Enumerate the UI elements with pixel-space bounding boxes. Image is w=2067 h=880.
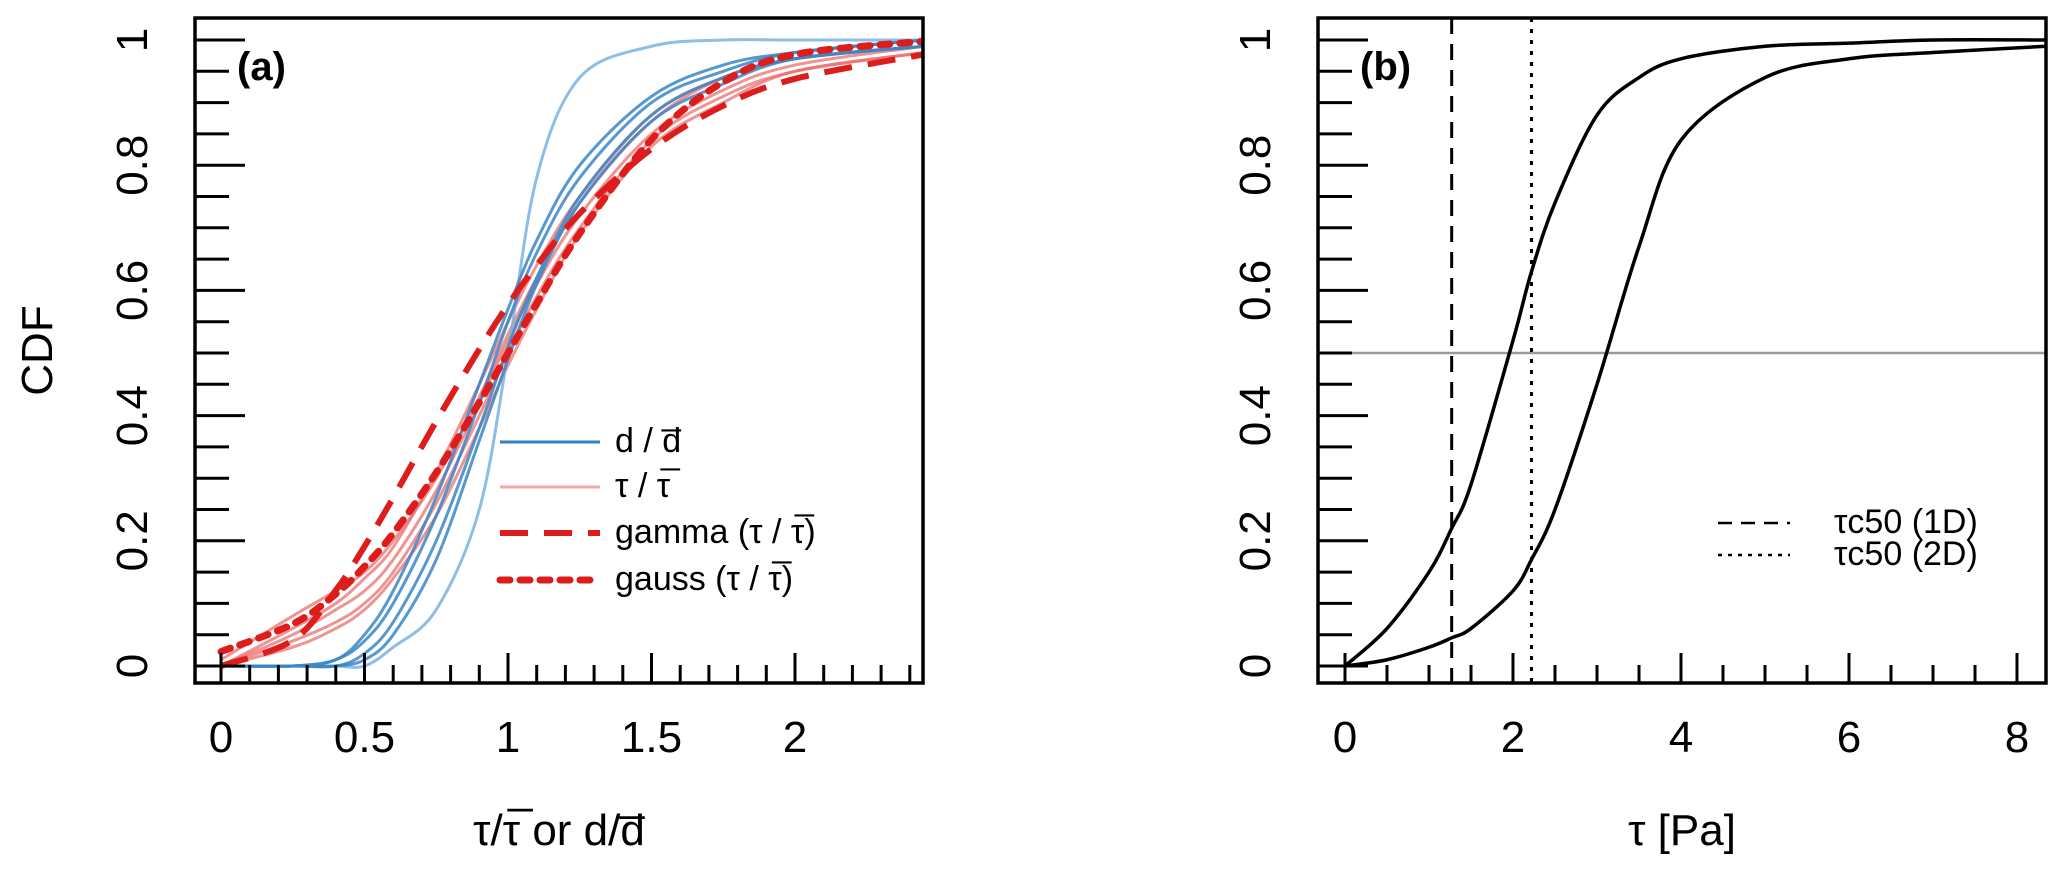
y-tick-label: 0.2 [1231,510,1280,571]
legend-item: τ / τ̅ [500,467,680,505]
series-d-3 [220,44,923,669]
x-tick-label: 4 [1669,713,1693,762]
plot-frame [1316,16,2048,685]
panel-label: (a) [237,45,286,89]
legend-label: d / d̅ [615,422,681,460]
legend-label: gauss (τ / τ̅) [615,560,793,598]
series-cdf-1 [1343,38,2046,668]
x-tick-label: 2 [1501,713,1525,762]
legend: d / d̅ τ / τ̅ gamma (τ / τ̅) gauss (τ / τ̅) [496,422,816,598]
y-axis-title: CDF [13,305,62,395]
y-tick-label: 1 [108,28,157,52]
legend-item: gauss (τ / τ̅) [496,560,793,598]
legend-item: τc50 (1D) [1718,503,1978,541]
panel-a: 0 0.5 1 1.5 2 0 0.2 0.4 0.6 0.8 1 (a) τ/τ̅ or d/d̅ CD… [13,16,925,855]
series-d-5 [220,44,923,668]
plot-area [217,37,923,669]
x-tick-label: 6 [1837,713,1861,762]
x-axis-title: τ [Pa] [1628,806,1736,855]
legend-label: τc50 (2D) [1834,535,1978,573]
plot-area [1318,18,2046,683]
series-gamma-11 [219,51,923,669]
y-tick-label: 0.8 [1231,135,1280,196]
legend-label: τc50 (1D) [1834,503,1978,541]
x-tick-label: 0 [1333,713,1357,762]
series-gauss-12 [217,37,923,656]
panel-b: 0 2 4 6 8 0 0.2 0.4 0.6 0.8 1 (b) τ [Pa] τc50 (1D)τc5… [1231,16,2048,855]
legend-label: gamma (τ / τ̅) [615,513,816,551]
x-tick-label: 2 [783,713,807,762]
series-tau-10 [220,51,923,668]
plot-frame [193,16,925,685]
series-tau-7 [220,44,923,668]
panel-label: (b) [1360,45,1411,89]
y-tick-label: 0.6 [1231,260,1280,321]
series-d-4 [220,38,923,668]
series-d-2 [220,38,923,668]
x-tick-label: 1.5 [621,713,682,762]
x-tick-label: 0 [209,713,233,762]
legend-item: gamma (τ / τ̅) [500,513,816,551]
y-tick-label: 0.2 [108,510,157,571]
y-tick-label: 0.8 [108,135,157,196]
legend-label: τ / τ̅ [615,467,680,505]
series-tau-6 [220,44,923,662]
legend: τc50 (1D)τc50 (2D) [1718,503,1978,573]
y-tick-label: 0.4 [108,385,157,446]
series-tau-8 [220,51,923,668]
x-tick-label: 8 [2005,713,2029,762]
x-tick-label: 1 [496,713,520,762]
x-axis-title: τ/τ̅ or d/d̅ [473,806,645,855]
y-tick-label: 0 [1231,654,1280,678]
series-cdf-2 [1344,44,2046,668]
legend-item: d / d̅ [500,422,681,460]
y-tick-label: 0.6 [108,260,157,321]
x-tick-label: 0.5 [334,713,395,762]
y-tick-label: 1 [1231,28,1280,52]
series-d-1 [220,38,923,669]
legend-item: τc50 (2D) [1718,535,1978,573]
y-tick-label: 0 [108,654,157,678]
y-tick-label: 0.4 [1231,385,1280,446]
series-tau-9 [220,44,923,668]
